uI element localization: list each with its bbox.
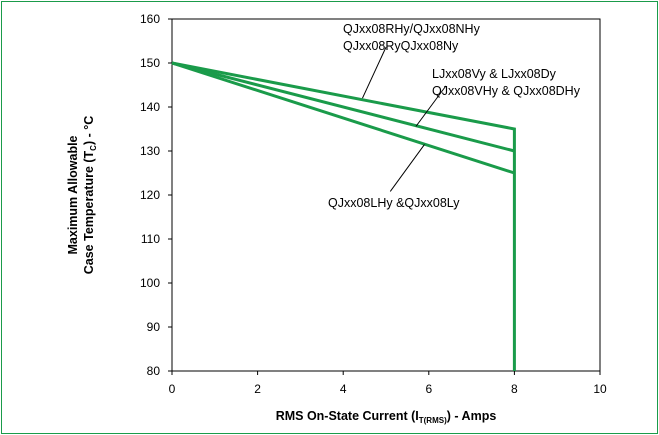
annotation-label: QJxx08RyQJxx08Ny <box>343 39 459 53</box>
x-tick-label: 4 <box>340 382 347 396</box>
annotations: QJxx08RHy/QJxx08NHy QJxx08RyQJxx08Ny LJxx0… <box>328 22 581 210</box>
y-tick-label: 140 <box>140 100 160 114</box>
series-line-2 <box>171 61 515 153</box>
x-axis-title: RMS On-State Current (IT(RMS)) - Amps <box>276 409 497 425</box>
y-tick-label: 120 <box>140 188 160 202</box>
y-tick-label: 160 <box>140 12 160 26</box>
y-tick-label: 110 <box>141 232 160 246</box>
y-axis-title-line-2: Case Temperature (TC) - °C <box>82 116 98 275</box>
x-axis-title-main: RMS On-State Current (I <box>276 409 419 423</box>
x-tick-label: 2 <box>254 382 261 396</box>
x-tick-label: 8 <box>511 382 518 396</box>
series-line-3 <box>171 61 515 175</box>
y-tick-label: 150 <box>140 56 160 70</box>
y-axis-ticks: 80 90 100 110 120 130 140 150 160 <box>140 12 172 378</box>
annotation-label: QJxx08RHy/QJxx08NHy <box>343 22 481 36</box>
y-axis-title-end: ) - °C <box>82 116 96 145</box>
annotation-pointer <box>415 85 447 127</box>
y-tick-label: 130 <box>140 144 160 158</box>
y-axis-title-subscript: C <box>89 145 98 151</box>
y-tick-label: 80 <box>147 364 161 378</box>
annotation-pointer <box>362 46 387 99</box>
annotation-label: LJxx08Vy & LJxx08Dy <box>432 67 557 81</box>
y-axis-title-line-1: Maximum Allowable <box>66 135 80 254</box>
y-tick-label: 90 <box>147 320 161 334</box>
x-tick-label: 0 <box>169 382 176 396</box>
y-axis-title-main: Case Temperature (T <box>82 150 96 274</box>
x-tick-label: 10 <box>593 382 607 396</box>
x-axis-title-subscript: T(RMS) <box>419 416 447 425</box>
annotation-label: QJxx08LHy &QJxx08Ly <box>328 196 460 210</box>
annotation-pointer <box>389 144 425 192</box>
series-line-1 <box>171 61 516 371</box>
annotation-label: QJxx08VHy & QJxx08DHy <box>432 84 581 98</box>
x-axis-ticks: 0 2 4 6 8 10 <box>169 371 607 396</box>
y-tick-label: 100 <box>140 276 160 290</box>
x-tick-label: 6 <box>425 382 432 396</box>
x-axis-title-end: ) - Amps <box>447 409 497 423</box>
series-lines <box>171 61 516 371</box>
